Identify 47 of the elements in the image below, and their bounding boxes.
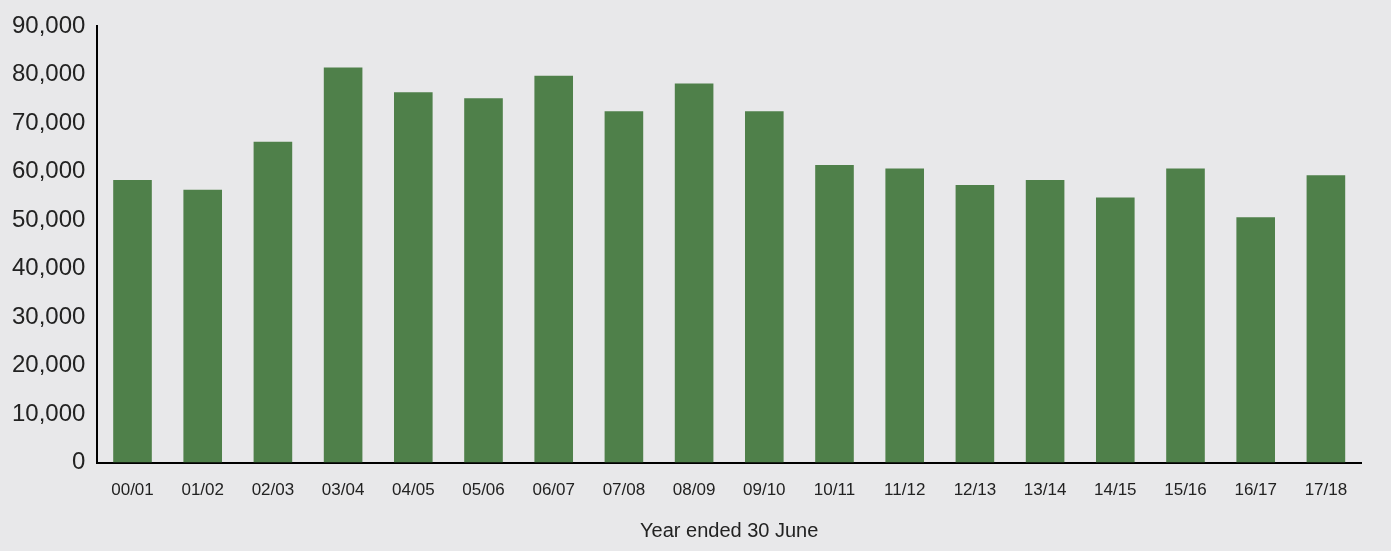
bar (1166, 168, 1205, 463)
y-tick-label: 30,000 (12, 301, 86, 329)
x-tick-label: 02/03 (251, 480, 295, 500)
x-tick-label: 08/09 (672, 480, 716, 500)
x-tick-label: 12/13 (953, 480, 997, 500)
y-tick-label: 20,000 (12, 350, 86, 378)
bar (955, 184, 995, 463)
x-tick-label: 15/16 (1164, 480, 1207, 500)
bar (464, 98, 503, 463)
bar (1096, 197, 1135, 463)
bar (745, 111, 784, 463)
y-tick-label: 10,000 (12, 398, 86, 426)
y-tick-label: 60,000 (12, 156, 86, 184)
bar (604, 111, 644, 463)
bar (1306, 175, 1346, 463)
x-tick-label: 13/14 (1023, 480, 1067, 500)
x-tick-label: 17/18 (1304, 480, 1348, 500)
bar (1236, 217, 1276, 463)
x-tick-label: 01/02 (181, 480, 224, 500)
bar (253, 141, 293, 463)
y-tick-label: 90,000 (12, 11, 86, 39)
x-tick-label: 04/05 (392, 480, 435, 500)
x-tick-label: 06/07 (532, 480, 575, 500)
y-tick-label: 50,000 (12, 204, 86, 232)
x-axis-title: Year ended 30 June (640, 518, 819, 541)
x-tick-label: 14/15 (1094, 480, 1137, 500)
bar (534, 75, 574, 463)
y-tick-label: 40,000 (12, 253, 86, 281)
y-tick-label: 70,000 (12, 107, 86, 135)
x-tick-label: 03/04 (321, 480, 365, 500)
x-tick-label: 00/01 (111, 480, 154, 500)
x-tick-label: 16/17 (1234, 480, 1277, 500)
bar (113, 180, 152, 463)
bar (674, 83, 714, 463)
x-tick-label: 11/12 (884, 480, 926, 500)
x-tick-label: 05/06 (462, 480, 505, 500)
bar (183, 189, 223, 463)
y-tick-label: 0 (72, 447, 86, 475)
x-tick-label: 09/10 (743, 480, 786, 500)
y-tick-label: 80,000 (12, 59, 86, 87)
bar (885, 168, 925, 463)
bar (323, 67, 363, 463)
bar (1025, 180, 1065, 463)
x-tick-label: 10/11 (813, 480, 856, 500)
bar (815, 165, 854, 463)
bar (394, 92, 433, 463)
x-tick-label: 07/08 (602, 480, 646, 500)
